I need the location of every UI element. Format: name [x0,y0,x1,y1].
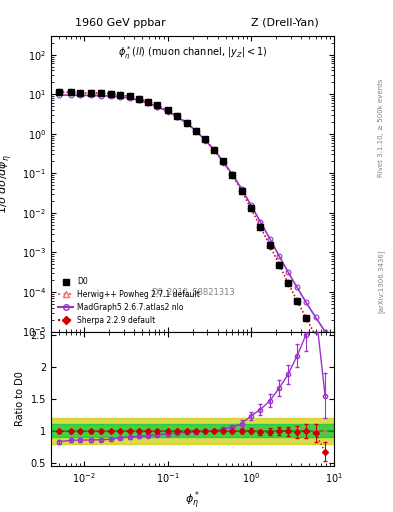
Text: Z (Drell-Yan): Z (Drell-Yan) [251,18,318,28]
Y-axis label: Ratio to D0: Ratio to D0 [15,371,25,426]
Legend: D0, Herwig++ Powheg 2.7.1 default, MadGraph5 2.6.7.atlas2 nlo, Sherpa 2.2.9 defa: D0, Herwig++ Powheg 2.7.1 default, MadGr… [55,274,203,328]
X-axis label: $\phi_\eta^*$: $\phi_\eta^*$ [185,490,200,512]
Text: D0_2010_S8821313: D0_2010_S8821313 [151,287,235,296]
Text: $\phi_\eta^*(ll)$ (muon channel, $|y_Z| < 1$): $\phi_\eta^*(ll)$ (muon channel, $|y_Z| … [118,45,267,62]
Text: [arXiv:1306.3436]: [arXiv:1306.3436] [378,250,385,313]
Text: 1960 GeV ppbar: 1960 GeV ppbar [75,18,165,28]
Text: Rivet 3.1.10, ≥ 500k events: Rivet 3.1.10, ≥ 500k events [378,79,384,177]
Y-axis label: $1/\sigma\;d\sigma/d\phi_\eta^*$: $1/\sigma\;d\sigma/d\phi_\eta^*$ [0,153,17,214]
